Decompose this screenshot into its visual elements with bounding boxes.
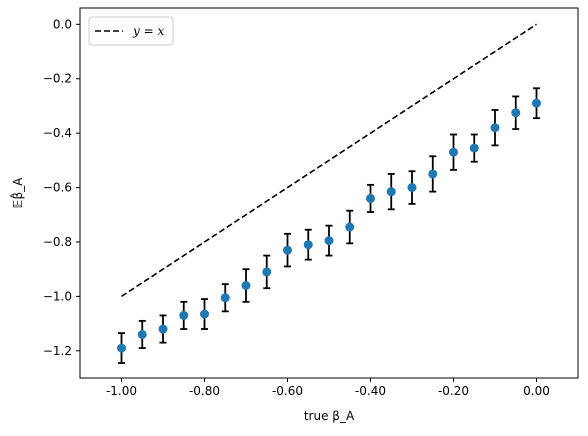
legend: y = x bbox=[88, 16, 174, 46]
data-point-5 bbox=[220, 293, 230, 303]
y-tick-label-3: −0.6 bbox=[43, 181, 72, 195]
y-tick-label-4: −0.4 bbox=[43, 126, 72, 140]
x-tick-label-0: -1.00 bbox=[106, 384, 137, 398]
legend-box bbox=[88, 16, 174, 46]
data-point-12 bbox=[366, 193, 375, 203]
data-point-13 bbox=[386, 187, 396, 197]
data-point-15 bbox=[428, 169, 438, 179]
y-tick-label-6: 0.0 bbox=[53, 17, 72, 31]
data-point-11 bbox=[345, 222, 355, 232]
data-point-6 bbox=[241, 281, 251, 290]
x-tick-label-2: -0.60 bbox=[272, 384, 303, 398]
axes-frame bbox=[79, 7, 579, 379]
x-tick-label-1: -0.80 bbox=[189, 384, 220, 398]
x-axis-label: true β_A bbox=[304, 409, 355, 423]
data-point-17 bbox=[469, 143, 479, 153]
x-tick-label-5: 0.00 bbox=[523, 384, 550, 398]
data-point-2 bbox=[158, 324, 168, 334]
y-tick-label-0: −1.2 bbox=[43, 344, 72, 358]
data-point-20 bbox=[532, 98, 541, 108]
y-tick-label-2: −0.8 bbox=[43, 235, 72, 249]
x-tick-label-3: -0.40 bbox=[355, 384, 386, 398]
reference-line-layer bbox=[121, 23, 537, 298]
y-axis-label: 𝔼β̂_A bbox=[9, 177, 25, 208]
data-point-4 bbox=[200, 309, 209, 319]
data-point-7 bbox=[262, 267, 272, 277]
data-point-10 bbox=[324, 236, 334, 246]
point-layer bbox=[117, 98, 541, 353]
errorbar-layer bbox=[118, 87, 540, 364]
y-tick-label-5: −0.2 bbox=[43, 72, 72, 86]
data-point-9 bbox=[303, 240, 313, 250]
legend-label-y-equals-x: y = x bbox=[132, 24, 164, 38]
x-tick-label-4: -0.20 bbox=[438, 384, 469, 398]
reference-line-y-equals-x bbox=[121, 23, 537, 298]
data-point-0 bbox=[117, 343, 126, 353]
data-point-8 bbox=[283, 245, 292, 255]
data-point-3 bbox=[179, 310, 189, 320]
data-point-18 bbox=[490, 123, 500, 133]
axes-layer: -1.00 -0.80 -0.60 -0.40 -0.20 0.00 −1.2 −1.0 −0.… bbox=[43, 7, 579, 398]
data-point-1 bbox=[137, 329, 147, 339]
data-point-19 bbox=[511, 108, 521, 118]
data-point-14 bbox=[407, 183, 417, 193]
y-tick-label-1: −1.0 bbox=[43, 289, 72, 303]
data-point-16 bbox=[449, 147, 458, 157]
